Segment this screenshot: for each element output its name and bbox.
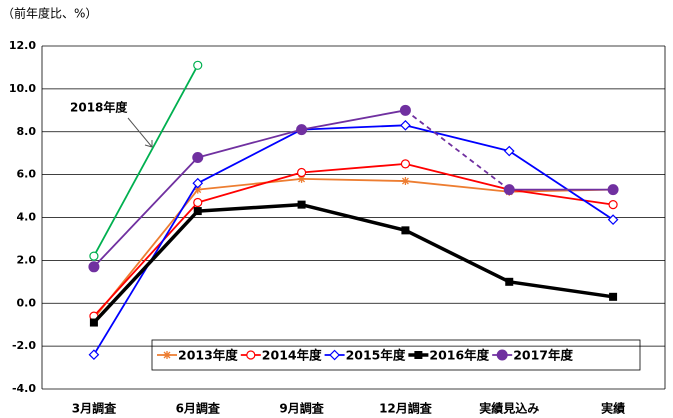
marker	[503, 145, 515, 157]
marker	[246, 350, 256, 360]
marker	[399, 104, 411, 116]
marker	[400, 119, 411, 131]
legend-label: 2017年度	[513, 348, 573, 363]
marker	[607, 214, 619, 225]
marker	[608, 200, 618, 210]
y-tick-label: 8.0	[17, 125, 37, 138]
marker	[88, 261, 100, 273]
line-segment	[301, 178, 406, 182]
marker	[401, 226, 410, 235]
marker	[503, 184, 515, 196]
y-tick-label: 12.0	[9, 39, 36, 52]
marker	[400, 159, 411, 169]
x-tick-label: 実績見込み	[479, 401, 539, 416]
annotation: 2018年度	[70, 100, 128, 115]
line-segment	[93, 201, 199, 317]
y-tick-label: 10.0	[9, 82, 36, 95]
marker	[401, 177, 410, 186]
y-tick-label: 4.0	[17, 211, 37, 224]
line-segment	[197, 171, 302, 204]
y-tick-label: -4.0	[12, 382, 36, 395]
line-segment	[301, 124, 406, 131]
marker	[88, 349, 100, 361]
marker	[297, 200, 306, 209]
y-axis-label: （前年度比、%）	[2, 6, 97, 21]
y-tick-label: 2.0	[17, 253, 37, 266]
line-segment	[508, 280, 614, 299]
x-tick-label: 12月調査	[379, 401, 433, 416]
x-tick-label: 実績	[601, 401, 625, 416]
line-segment	[405, 163, 510, 191]
line-segment	[197, 202, 302, 213]
marker	[414, 351, 423, 359]
annotation-arrow	[127, 117, 153, 148]
y-tick-label: 0.0	[17, 296, 37, 309]
marker	[89, 318, 98, 327]
marker	[296, 167, 307, 178]
line-segment	[404, 228, 511, 284]
line-segment	[405, 180, 510, 193]
marker	[297, 174, 306, 183]
marker	[609, 292, 618, 301]
marker	[193, 207, 202, 216]
x-tick-label: 9月調査	[279, 401, 324, 416]
line-segment	[197, 128, 302, 184]
y-tick-label: 6.0	[17, 168, 37, 181]
marker	[89, 251, 99, 261]
legend-box	[151, 339, 641, 371]
line-segment	[405, 124, 510, 152]
marker	[193, 60, 203, 70]
line-segment	[301, 163, 406, 174]
line-segment	[508, 150, 614, 221]
line-segment	[93, 64, 199, 257]
marker	[193, 197, 203, 208]
legend-label: 2015年度	[346, 348, 406, 363]
marker	[607, 184, 619, 196]
x-tick-label: 3月調査	[72, 401, 117, 416]
line-segment	[301, 109, 406, 131]
marker	[192, 151, 204, 163]
marker	[505, 277, 514, 286]
x-tick-label: 6月調査	[176, 401, 221, 416]
legend-label: 2016年度	[429, 348, 489, 363]
line-segment	[509, 188, 614, 206]
marker	[163, 351, 171, 359]
line-segment	[92, 209, 200, 324]
marker	[329, 349, 340, 361]
legend-label: 2014年度	[262, 348, 322, 363]
marker	[193, 185, 202, 194]
line-segment	[93, 156, 199, 268]
marker	[496, 349, 508, 361]
line-segment	[301, 202, 406, 233]
legend-label: 2013年度	[178, 348, 238, 363]
line-segment	[404, 109, 510, 191]
marker	[192, 177, 204, 189]
line-segment	[197, 178, 302, 191]
y-tick-label: -2.0	[12, 339, 36, 352]
marker	[296, 124, 308, 136]
line-segment	[197, 128, 302, 159]
